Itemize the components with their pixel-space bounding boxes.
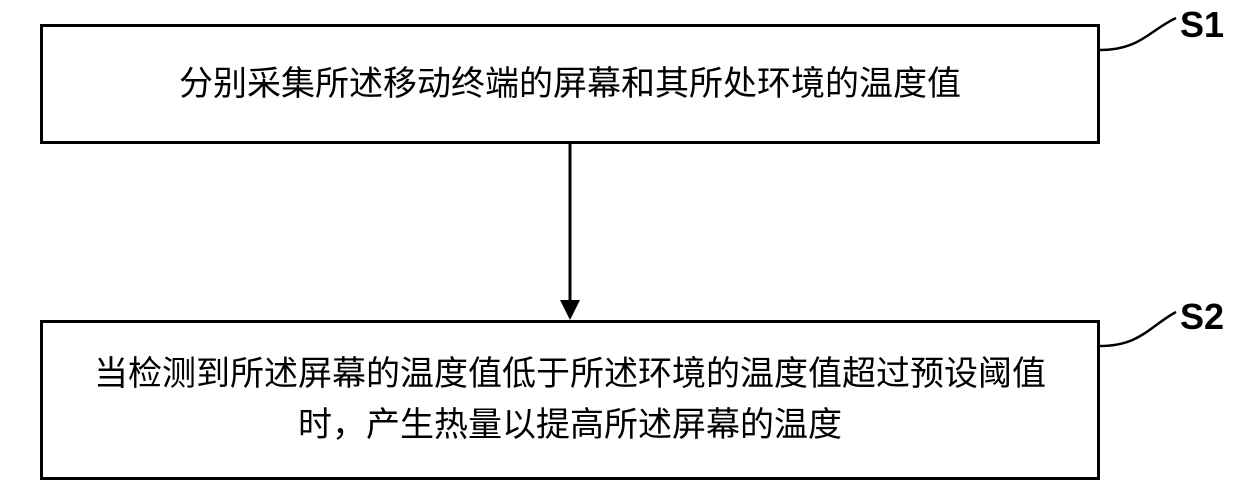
step-s2-box: 当检测到所述屏幕的温度值低于所述环境的温度值超过预设阈值时，产生热量以提高所述屏… bbox=[40, 320, 1100, 480]
step-s1-box: 分别采集所述移动终端的屏幕和其所处环境的温度值 bbox=[40, 24, 1100, 144]
label-s1: S1 bbox=[1180, 4, 1224, 46]
step-s2-text: 当检测到所述屏幕的温度值低于所述环境的温度值超过预设阈值时，产生热量以提高所述屏… bbox=[67, 349, 1073, 451]
step-s1-text: 分别采集所述移动终端的屏幕和其所处环境的温度值 bbox=[179, 59, 961, 110]
label-s2: S2 bbox=[1180, 296, 1224, 338]
flowchart-canvas: 分别采集所述移动终端的屏幕和其所处环境的温度值 当检测到所述屏幕的温度值低于所述… bbox=[0, 0, 1240, 504]
